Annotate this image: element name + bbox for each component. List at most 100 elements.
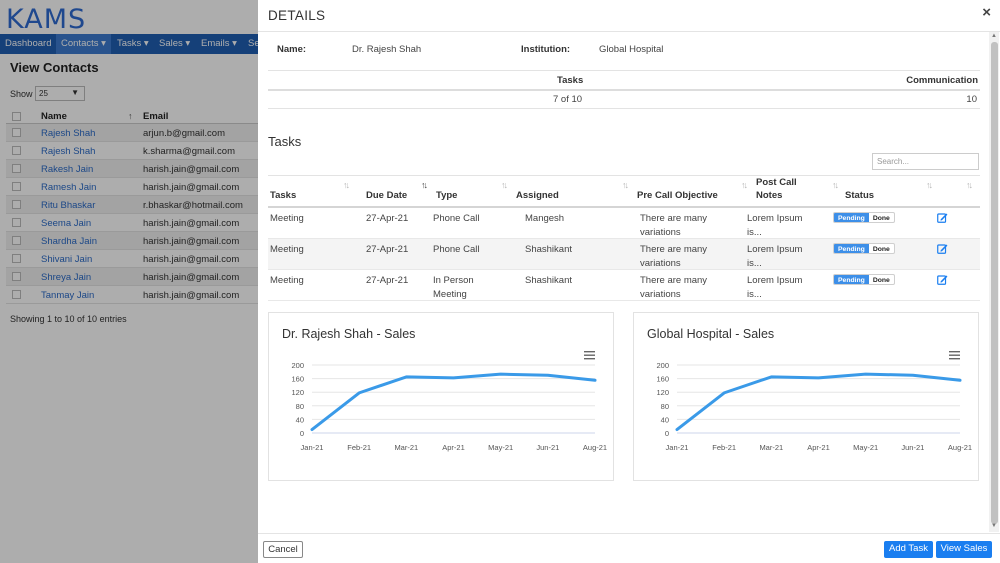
contact-name-link[interactable]: Shardha Jain (41, 236, 97, 247)
sort-icon[interactable]: ↑↓ (343, 180, 350, 190)
sort-icon[interactable]: ↑↓ (501, 180, 508, 190)
chart-title: Dr. Rajesh Shah - Sales (282, 327, 416, 341)
contact-email: arjun.b@gmail.com (143, 128, 225, 139)
x-tick-label: Feb-21 (712, 443, 736, 452)
cancel-button[interactable]: Cancel (263, 541, 303, 558)
column-header-objective[interactable]: Pre Call Objective (637, 190, 718, 201)
column-header-assigned[interactable]: Assigned (516, 190, 559, 201)
table-row[interactable]: Rajesh Shah k.sharma@gmail.com (6, 142, 306, 160)
add-task-button[interactable]: Add Task (884, 541, 933, 558)
sort-icon[interactable]: ↑↓ (421, 180, 428, 190)
row-checkbox[interactable] (12, 254, 21, 263)
contact-name-link[interactable]: Rajesh Shah (41, 128, 96, 139)
sort-icon[interactable]: ↑↓ (926, 180, 933, 190)
contact-name-link[interactable]: Shivani Jain (41, 254, 93, 265)
nav-sales[interactable]: Sales ▾ (159, 38, 191, 49)
tasks-table: Tasks ↑↓ Due Date ↑↓ Type ↑↓ Assigned ↑↓… (268, 175, 980, 301)
row-checkbox[interactable] (12, 146, 21, 155)
status-done[interactable]: Done (872, 215, 890, 222)
nav-settings[interactable]: Se (248, 38, 260, 49)
show-label: Show (10, 89, 33, 99)
row-checkbox[interactable] (12, 182, 21, 191)
sort-icon[interactable]: ↑↓ (741, 180, 748, 190)
scrollbar-thumb[interactable] (991, 42, 998, 524)
contact-email: harish.jain@gmail.com (143, 290, 240, 301)
status-toggle[interactable]: Pending Done (833, 212, 895, 223)
table-row[interactable]: Seema Jain harish.jain@gmail.com (6, 214, 306, 232)
task-search-input[interactable] (872, 153, 979, 170)
column-header-email[interactable]: Email (143, 111, 169, 122)
task-assigned: Shashikant (525, 244, 573, 255)
column-header-status[interactable]: Status (845, 190, 875, 201)
table-row[interactable]: Shreya Jain harish.jain@gmail.com (6, 268, 306, 286)
contact-name-link[interactable]: Tanmay Jain (41, 290, 95, 301)
sort-ascending-icon[interactable]: ↑ (128, 111, 133, 121)
name-label: Name: (277, 44, 307, 55)
contact-name-link[interactable]: Seema Jain (41, 218, 92, 229)
scroll-up-icon[interactable]: ▲ (991, 33, 997, 39)
column-header-due-date[interactable]: Due Date (366, 190, 408, 201)
chart-card-doctor-sales: Dr. Rajesh Shah - Sales 0 40 80 120 160 200 Ja… (268, 312, 614, 481)
contact-name-link[interactable]: Ritu Bhaskar (41, 200, 96, 211)
entries-info: Showing 1 to 10 of 10 entries (10, 314, 127, 324)
x-tick-label: Apr-21 (442, 443, 465, 452)
task-assigned: Shashikant (525, 275, 573, 286)
row-checkbox[interactable] (12, 236, 21, 245)
table-row[interactable]: Tanmay Jain harish.jain@gmail.com (6, 286, 306, 304)
nav-dashboard[interactable]: Dashboard (5, 38, 52, 49)
row-checkbox[interactable] (12, 218, 21, 227)
scroll-down-icon[interactable]: ▼ (991, 523, 997, 529)
row-checkbox[interactable] (12, 290, 21, 299)
view-sales-button[interactable]: View Sales (936, 541, 992, 558)
edit-icon[interactable] (937, 243, 948, 254)
status-pending[interactable]: Pending (834, 213, 869, 222)
contact-name-link[interactable]: Rajesh Shah (41, 146, 96, 157)
status-toggle[interactable]: Pending Done (833, 274, 895, 285)
page-size-select[interactable]: 25 ▼ (35, 86, 85, 101)
task-type: Phone Call (433, 244, 480, 255)
select-all-checkbox[interactable] (12, 112, 21, 121)
sort-icon[interactable]: ↑↓ (622, 180, 629, 190)
chart-menu-icon[interactable] (584, 351, 595, 360)
nav-tasks[interactable]: Tasks ▾ (117, 38, 149, 49)
column-header-tasks[interactable]: Tasks (270, 190, 297, 201)
sort-icon[interactable]: ↑↓ (966, 180, 973, 190)
row-checkbox[interactable] (12, 164, 21, 173)
table-row[interactable]: Rajesh Shah arjun.b@gmail.com (6, 124, 306, 142)
task-type: Phone Call (433, 213, 480, 224)
nav-emails[interactable]: Emails ▾ (201, 38, 237, 49)
y-tick-label: 120 (291, 388, 304, 397)
contact-email: harish.jain@gmail.com (143, 254, 240, 265)
column-header-type[interactable]: Type (436, 190, 458, 201)
table-row[interactable]: Rakesh Jain harish.jain@gmail.com (6, 160, 306, 178)
status-pending[interactable]: Pending (834, 244, 869, 253)
contact-name-link[interactable]: Rakesh Jain (41, 164, 94, 175)
tasks-table-body: Meeting 27-Apr-21 Phone Call Mangesh There a… (268, 208, 980, 301)
nav-contacts[interactable]: Contacts ▾ (56, 34, 111, 54)
contact-email: harish.jain@gmail.com (143, 182, 240, 193)
row-checkbox[interactable] (12, 272, 21, 281)
row-checkbox[interactable] (12, 128, 21, 137)
contact-name-link[interactable]: Shreya Jain (41, 272, 92, 283)
status-toggle[interactable]: Pending Done (833, 243, 895, 254)
x-tick-label: Apr-21 (807, 443, 830, 452)
column-header-name[interactable]: Name (41, 111, 67, 122)
table-row[interactable]: Ramesh Jain harish.jain@gmail.com (6, 178, 306, 196)
table-row[interactable]: Ritu Bhaskar r.bhaskar@hotmail.com (6, 196, 306, 214)
edit-icon[interactable] (937, 274, 948, 285)
modal-header-divider (258, 31, 1000, 32)
caret-down-icon: ▼ (71, 88, 79, 97)
contact-name-link[interactable]: Ramesh Jain (41, 182, 97, 193)
chart-menu-icon[interactable] (949, 351, 960, 360)
table-row[interactable]: Shardha Jain harish.jain@gmail.com (6, 232, 306, 250)
status-pending[interactable]: Pending (834, 275, 869, 284)
status-done[interactable]: Done (872, 277, 890, 284)
x-tick-label: Mar-21 (759, 443, 783, 452)
table-row[interactable]: Shivani Jain harish.jain@gmail.com (6, 250, 306, 268)
status-done[interactable]: Done (872, 246, 890, 253)
sort-icon[interactable]: ↑↓ (832, 180, 839, 190)
row-checkbox[interactable] (12, 200, 21, 209)
close-icon[interactable]: × (982, 4, 991, 21)
edit-icon[interactable] (937, 212, 948, 223)
column-header-notes[interactable]: Post Call Notes (756, 177, 797, 201)
